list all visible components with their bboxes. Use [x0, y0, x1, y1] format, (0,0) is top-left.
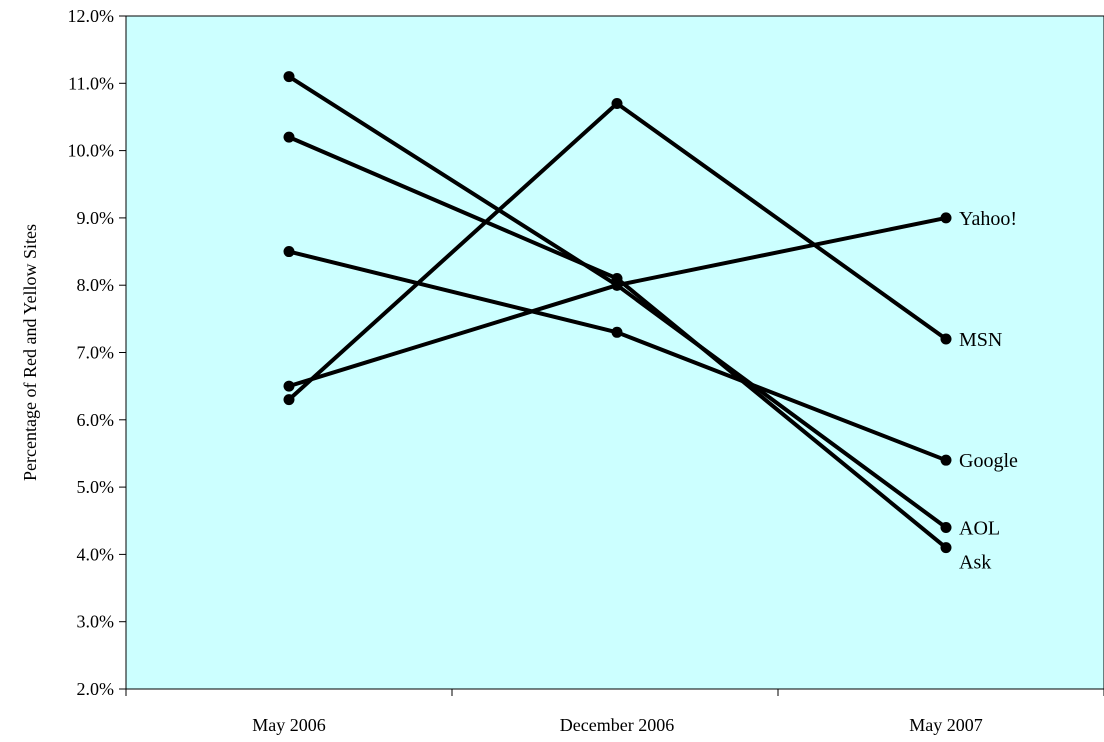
- y-axis-labels: 2.0% 3.0% 4.0% 5.0% 6.0% 7.0% 8.0% 9.0% 10.0% 11.…: [68, 6, 115, 699]
- y-tick-label: 2.0%: [77, 679, 115, 699]
- y-tick-label: 8.0%: [77, 275, 115, 295]
- x-axis-ticks: [125, 689, 1104, 696]
- y-tick-label: 12.0%: [68, 6, 115, 26]
- x-axis-labels: May 2006 December 2006 May 2007: [252, 715, 983, 735]
- data-point-ask: [940, 542, 952, 554]
- series-label-msn: MSN: [959, 329, 1002, 351]
- data-point-ask: [611, 272, 623, 284]
- plot-area: [125, 15, 1104, 690]
- series-points: [283, 71, 952, 554]
- series-labels: Yahoo! MSN Google AOL Ask: [959, 208, 1018, 574]
- data-point-yahoo: [940, 212, 952, 224]
- series-label-ask: Ask: [959, 551, 991, 573]
- data-point-google: [940, 454, 952, 466]
- data-point-msn: [940, 333, 952, 345]
- y-axis-title: Percentage of Red and Yellow Sites: [20, 224, 40, 481]
- y-tick-label: 7.0%: [77, 343, 115, 363]
- y-tick-label: 10.0%: [68, 141, 115, 161]
- y-tick-label: 9.0%: [77, 208, 115, 228]
- data-point-aol: [283, 71, 295, 83]
- y-tick-label: 6.0%: [77, 410, 115, 430]
- data-point-google: [283, 246, 295, 258]
- series-label-aol: AOL: [959, 517, 1000, 539]
- data-point-msn: [611, 97, 623, 109]
- data-point-msn: [283, 394, 295, 406]
- y-tick-label: 11.0%: [68, 73, 114, 93]
- series-label-yahoo: Yahoo!: [959, 208, 1017, 230]
- data-point-yahoo: [283, 380, 295, 392]
- x-tick-label: May 2007: [909, 715, 983, 735]
- x-tick-label: December 2006: [560, 715, 674, 735]
- y-tick-label: 5.0%: [77, 477, 115, 497]
- data-point-ask: [283, 131, 295, 143]
- x-tick-label: May 2006: [252, 715, 326, 735]
- y-axis-ticks: [119, 15, 126, 690]
- series-label-google: Google: [959, 450, 1018, 472]
- data-point-aol: [940, 521, 952, 533]
- y-tick-label: 3.0%: [77, 612, 115, 632]
- data-point-google: [611, 326, 623, 338]
- y-tick-label: 4.0%: [77, 544, 115, 564]
